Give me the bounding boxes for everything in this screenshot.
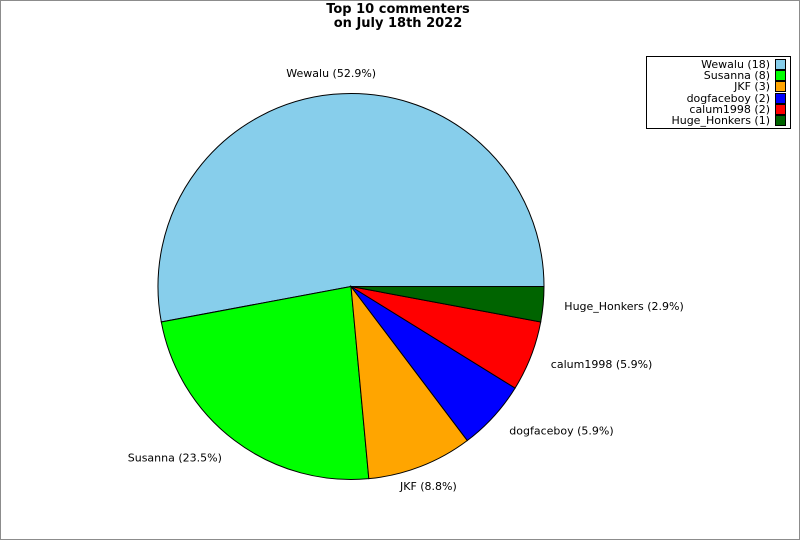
chart-subtitle: on July 18th 2022 — [333, 16, 463, 31]
pie-label-Wewalu: Wewalu (52.9%) — [286, 67, 376, 80]
legend-item: dogfaceboy (2) — [651, 91, 786, 105]
pie-label-Susanna: Susanna (23.5%) — [128, 451, 222, 464]
legend-item: Susanna (8) — [651, 69, 786, 83]
legend-label: Wewalu (18) — [701, 58, 770, 72]
legend-label: dogfaceboy (2) — [686, 91, 770, 105]
legend-swatch — [775, 92, 786, 104]
legend-item: Huge_Honkers (1) — [651, 113, 786, 127]
legend-item: calum1998 (2) — [651, 102, 786, 116]
chart-title: Top 10 commenters — [326, 2, 470, 17]
pie-slice-Wewalu — [157, 93, 545, 323]
pie-label-JKF: JKF (8.8%) — [399, 480, 457, 493]
legend-box: Wewalu (18) Susanna (8) JKF (3) dogfaceboy … — [646, 56, 791, 129]
legend-label: calum1998 (2) — [689, 102, 770, 116]
pie-label-dogfaceboy: dogfaceboy (5.9%) — [509, 425, 613, 438]
pie-label-calum1998: calum1998 (5.9%) — [551, 358, 653, 371]
legend-swatch — [775, 81, 786, 93]
pie-slice-JKF — [350, 284, 469, 480]
chart-title-block: Top 10 commenters on July 18th 2022 — [1, 3, 795, 31]
legend-label: JKF (3) — [734, 80, 770, 94]
pie-slice-Huge_Honkers — [350, 286, 545, 323]
legend-swatch — [775, 103, 786, 115]
legend-item: JKF (3) — [651, 80, 786, 94]
legend-swatch — [775, 70, 786, 82]
legend-item: Wewalu (18) — [651, 58, 786, 72]
pie-slice-Susanna — [160, 285, 370, 480]
legend-swatch — [775, 59, 786, 71]
legend-swatch — [775, 114, 786, 126]
legend-label: Huge_Honkers (1) — [671, 113, 770, 127]
pie-label-Huge_Honkers: Huge_Honkers (2.9%) — [564, 300, 684, 313]
legend-label: Susanna (8) — [703, 69, 770, 83]
